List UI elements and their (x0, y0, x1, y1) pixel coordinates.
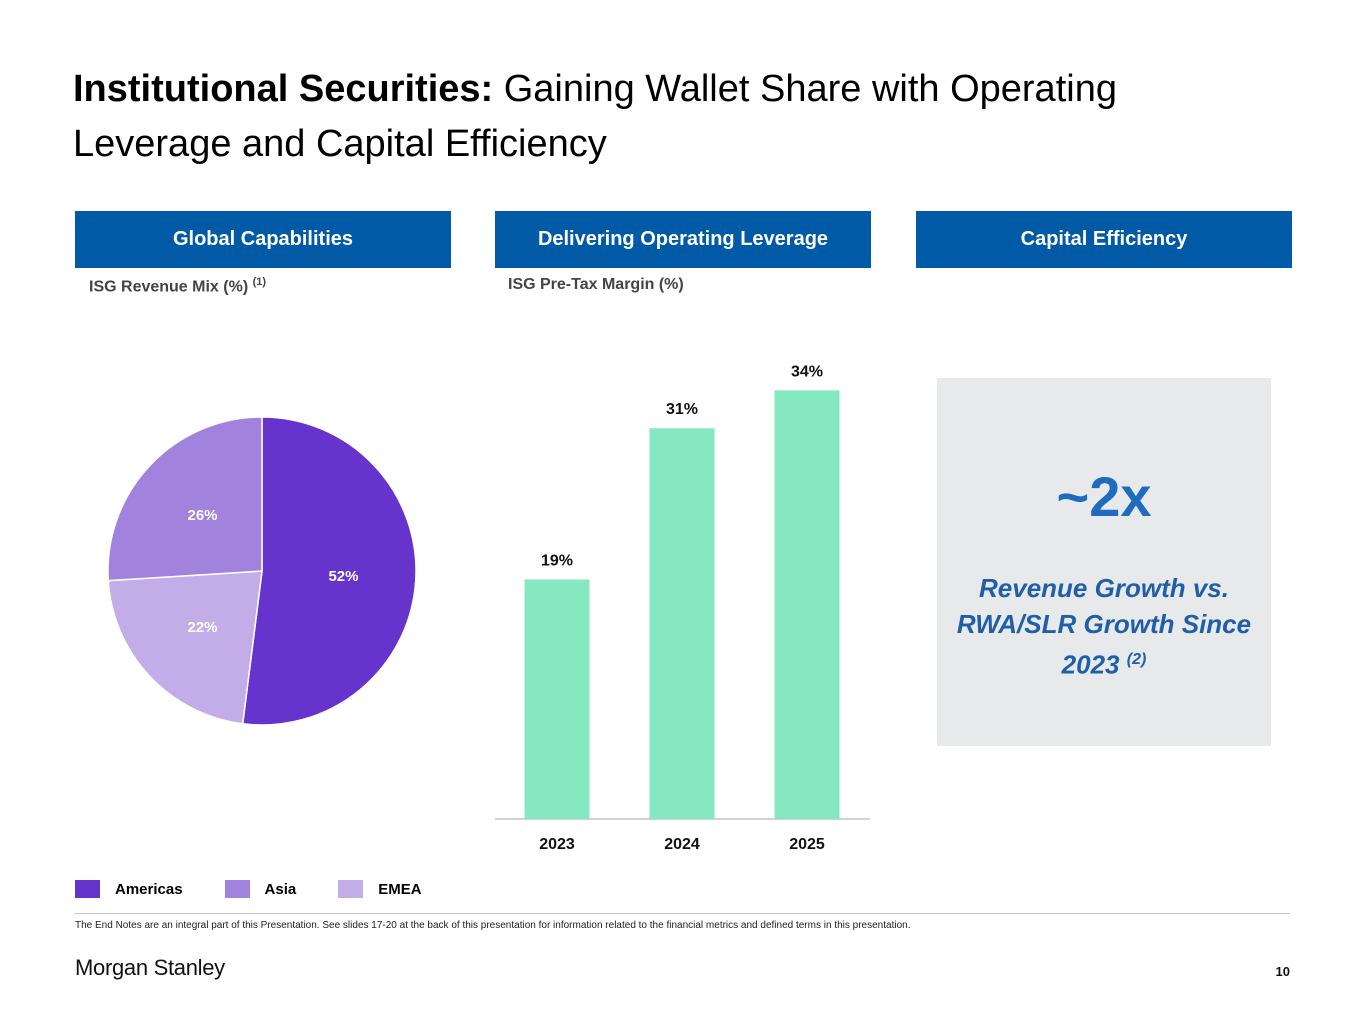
capital-efficiency-multiple: ~2x (1056, 465, 1152, 528)
legend-item-asia: Asia (224, 880, 297, 898)
footnote: The End Notes are an integral part of th… (75, 920, 911, 931)
revenue-mix-note: (1) (252, 276, 267, 288)
bar-2025 (774, 390, 840, 819)
legend-item-americas: Americas (75, 880, 183, 898)
page-title-rest: Gaining Wallet Share with Operating Leve… (73, 68, 1117, 165)
capital-efficiency-header: Capital Efficiency (916, 211, 1292, 268)
pie-label-americas: 52% (328, 568, 358, 585)
operating-leverage-header: Delivering Operating Leverage (495, 211, 871, 268)
revenue-mix-subtitle-text: ISG Revenue Mix (%) (89, 278, 249, 296)
footer-divider (75, 913, 1290, 914)
pretax-margin-bar-chart: 19% 2023 31% 2024 34% 2025 (495, 363, 870, 853)
capital-efficiency-text: Revenue Growth vs. RWA/SLR Growth Since … (956, 573, 1252, 680)
bar-2023 (524, 579, 590, 819)
capital-efficiency-callout: ~2x Revenue Growth vs. RWA/SLR Growth Si… (937, 378, 1271, 746)
legend-item-emea: EMEA (338, 880, 422, 898)
x-tick-2024: 2024 (664, 836, 700, 853)
legend-swatch-americas (75, 880, 100, 898)
pie-legend: Americas Asia EMEA (75, 880, 464, 898)
morgan-stanley-logo: Morgan Stanley (75, 955, 225, 980)
page-title-bold: Institutional Securities: (73, 68, 494, 110)
capital-efficiency-note: (2) (1126, 651, 1147, 668)
pie-label-asia: 26% (187, 507, 217, 524)
pretax-margin-subtitle: ISG Pre-Tax Margin (%) (508, 276, 684, 293)
pie-slice-americas (241, 416, 417, 726)
bar-label-2024: 31% (666, 401, 698, 418)
pie-slice-emea (107, 570, 263, 725)
x-tick-2025: 2025 (789, 836, 825, 853)
pie-slice-asia (107, 416, 263, 582)
capital-efficiency-description: Revenue Growth vs. RWA/SLR Growth Since … (937, 570, 1271, 683)
legend-label-emea: EMEA (378, 880, 422, 898)
legend-swatch-asia (224, 880, 250, 898)
pie-label-emea: 22% (187, 619, 217, 636)
page-number: 10 (1275, 964, 1290, 979)
x-tick-2023: 2023 (539, 836, 575, 853)
revenue-mix-subtitle: ISG Revenue Mix (%) (1) (89, 276, 266, 296)
legend-label-asia: Asia (264, 880, 297, 898)
bar-label-2025: 34% (791, 363, 823, 380)
legend-label-americas: Americas (115, 880, 183, 898)
page-title: Institutional Securities: Gaining Wallet… (73, 62, 1273, 172)
bar-2024 (649, 428, 715, 819)
legend-swatch-emea (338, 880, 364, 898)
bar-label-2023: 19% (541, 553, 573, 570)
global-capabilities-header: Global Capabilities (75, 211, 451, 268)
revenue-mix-pie-chart: 52% 22% 26% (107, 416, 417, 726)
